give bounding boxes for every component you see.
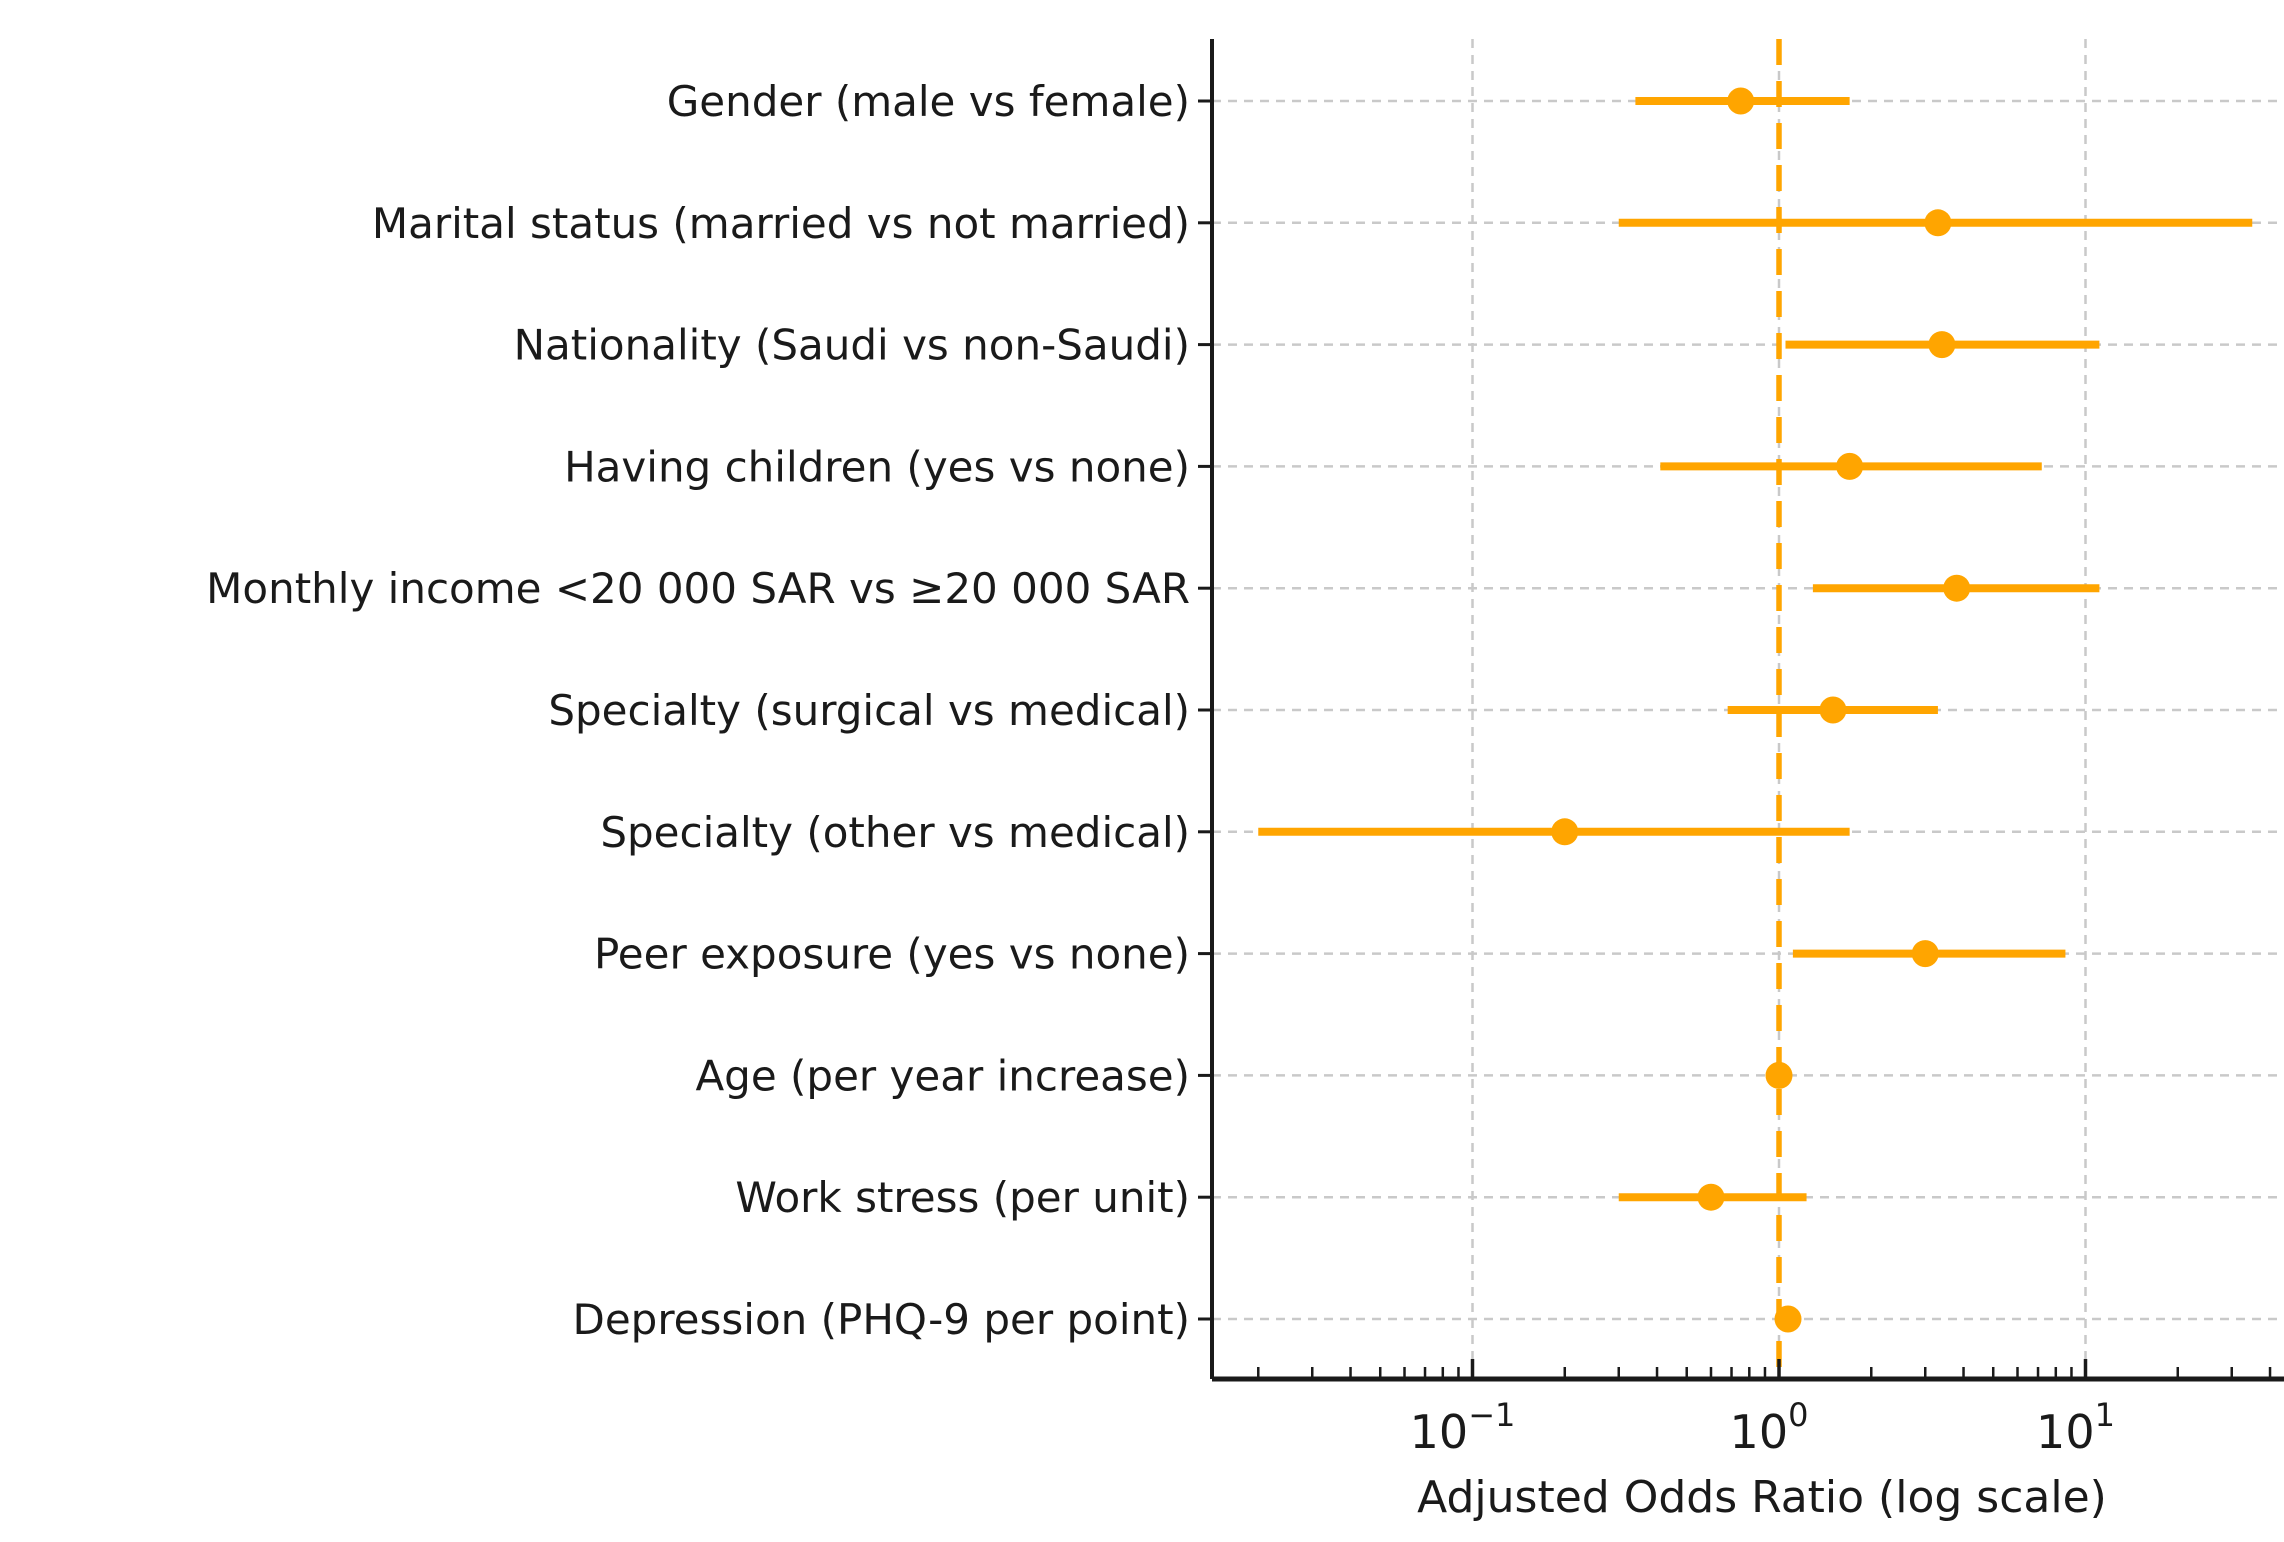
or-marker (1819, 696, 1847, 724)
or-marker (1697, 1183, 1725, 1211)
or-marker (1727, 87, 1755, 115)
or-marker (1943, 574, 1971, 602)
category-label: Monthly income <20 000 SAR vs ≥20 000 SA… (206, 564, 1190, 613)
x-tick-label: 10−1 (1410, 1396, 1516, 1459)
category-label: Age (per year increase) (695, 1051, 1190, 1100)
category-label: Work stress (per unit) (735, 1173, 1190, 1222)
data-layer (1258, 87, 2253, 1333)
x-tick-label: 100 (1730, 1396, 1809, 1459)
axes-layer (1198, 39, 2284, 1382)
category-label: Specialty (surgical vs medical) (548, 686, 1190, 735)
labels-layer: Gender (male vs female) Marital status (m… (206, 77, 2115, 1459)
forest-plot: Gender (male vs female) Marital status (m… (206, 39, 2284, 1523)
or-marker (1924, 209, 1952, 237)
category-label: Nationality (Saudi vs non-Saudi) (514, 321, 1190, 370)
x-tick-label: 101 (2036, 1396, 2115, 1459)
category-label: Marital status (married vs not married) (372, 199, 1190, 248)
forest-plot-figure: Gender (male vs female) Marital status (m… (40, 16, 2284, 1526)
category-label: Depression (PHQ-9 per point) (573, 1295, 1191, 1344)
x-axis-title: Adjusted Odds Ratio (log scale) (1417, 1472, 2107, 1523)
or-marker (1928, 331, 1956, 359)
or-marker (1836, 452, 1864, 480)
category-label: Gender (male vs female) (667, 77, 1190, 126)
category-label: Having children (yes vs none) (564, 442, 1190, 491)
or-marker (1765, 1061, 1793, 1089)
category-label: Specialty (other vs medical) (600, 808, 1190, 857)
or-marker (1911, 940, 1939, 968)
or-marker (1774, 1305, 1802, 1333)
category-label: Peer exposure (yes vs none) (594, 930, 1190, 979)
or-marker (1551, 818, 1579, 846)
